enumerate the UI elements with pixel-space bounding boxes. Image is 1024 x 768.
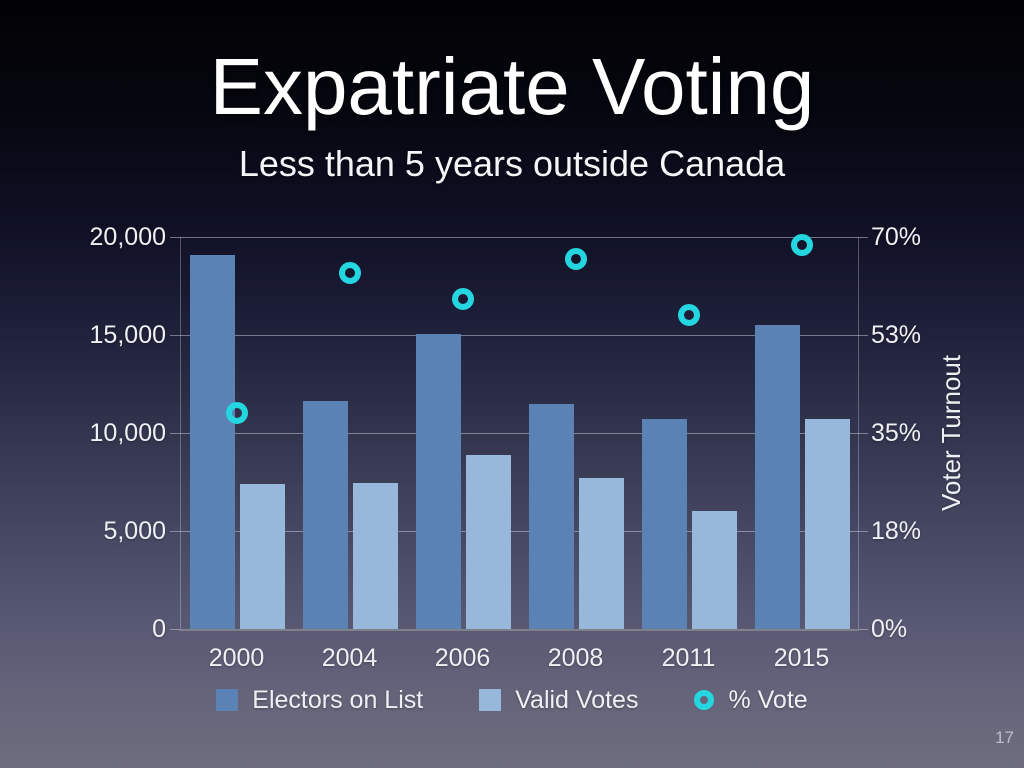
bar-electors-on-list-2004 (303, 400, 348, 629)
left-axis-label: 20,000 (89, 223, 166, 251)
marker-pct-vote-2000 (225, 402, 248, 425)
bar-valid-votes-2006 (466, 454, 511, 629)
marker-pct-vote-2006 (451, 287, 474, 310)
bar-electors-on-list-2008 (529, 403, 574, 629)
bar-electors-on-list-2015 (755, 325, 800, 629)
x-axis-label-2000: 2000 (208, 644, 265, 672)
chart-legend: Electors on List Valid Votes % Vote (0, 684, 1024, 716)
legend-label: Valid Votes (515, 685, 639, 714)
marker-pct-vote-2011 (677, 304, 700, 327)
bar-valid-votes-2011 (692, 511, 737, 629)
left-tick-mark (170, 335, 180, 336)
marker-pct-vote-2015 (790, 234, 813, 257)
right-tick-mark (858, 433, 868, 434)
page-number: 17 (995, 728, 1014, 747)
right-axis-label: 0% (871, 615, 908, 643)
left-axis-label: 10,000 (89, 419, 166, 447)
right-axis-label: 53% (871, 321, 922, 349)
grid-line (180, 237, 858, 238)
grid-line (180, 531, 858, 532)
bar-valid-votes-2000 (240, 483, 285, 629)
legend-item-valid-votes: Valid Votes (479, 686, 638, 715)
right-tick-mark (858, 531, 868, 532)
marker-pct-vote-2008 (564, 248, 587, 271)
legend-swatch-icon (216, 689, 239, 711)
slide-title: Expatriate Voting (209, 42, 815, 131)
legend-ring-icon (694, 690, 715, 710)
right-tick-mark (858, 335, 868, 336)
bar-valid-votes-2015 (805, 419, 850, 629)
left-axis-label: 0 (152, 615, 166, 643)
x-axis-label-2004: 2004 (321, 644, 378, 672)
right-axis-label: 70% (871, 223, 922, 251)
x-axis-label-2008: 2008 (547, 644, 604, 672)
marker-pct-vote-2004 (338, 262, 361, 285)
left-tick-mark (170, 629, 180, 630)
bar-electors-on-list-2000 (190, 254, 235, 629)
legend-item--vote: % Vote (694, 685, 808, 715)
x-axis-label-2006: 2006 (434, 644, 491, 672)
legend-label: % Vote (728, 685, 808, 714)
left-axis-label: 5,000 (103, 517, 166, 545)
left-tick-mark (170, 433, 180, 434)
bar-valid-votes-2004 (353, 482, 398, 629)
right-axis-label: 35% (871, 419, 922, 447)
plot-right-border (858, 237, 859, 629)
right-axis-label: 18% (871, 517, 922, 545)
bar-electors-on-list-2011 (642, 419, 687, 629)
x-axis-label-2015: 2015 (773, 644, 830, 672)
legend-label: Electors on List (252, 685, 424, 714)
right-tick-mark (858, 237, 868, 238)
grid-line (180, 335, 858, 336)
legend-swatch-icon (479, 689, 502, 711)
right-tick-mark (858, 629, 868, 630)
bar-valid-votes-2008 (579, 478, 624, 629)
x-axis-label-2011: 2011 (661, 644, 716, 672)
x-axis-baseline (179, 629, 859, 631)
left-tick-mark (170, 237, 180, 238)
grid-line (180, 433, 858, 434)
plot-left-border (180, 237, 181, 629)
left-axis-label: 15,000 (89, 321, 166, 349)
bar-electors-on-list-2006 (416, 334, 461, 629)
legend-item-electors-on-list: Electors on List (216, 686, 423, 715)
left-tick-mark (170, 531, 180, 532)
slide-subtitle: Less than 5 years outside Canada (238, 143, 786, 184)
